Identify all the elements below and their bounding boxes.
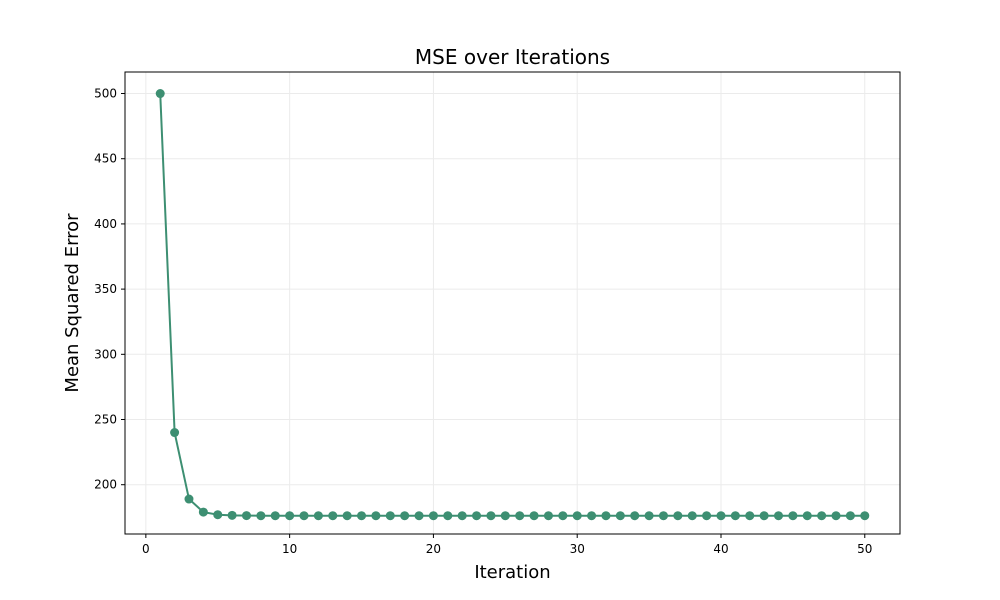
x-tick-label: 10	[282, 542, 297, 556]
mse-data-point	[428, 511, 438, 521]
mse-data-point	[601, 511, 611, 521]
chart-title: MSE over Iterations	[415, 45, 610, 69]
mse-data-point	[831, 511, 841, 521]
mse-data-point	[759, 511, 769, 521]
mse-data-point	[745, 511, 755, 521]
mse-data-point	[845, 511, 855, 521]
mse-data-point	[716, 511, 726, 521]
mse-data-point	[213, 510, 223, 520]
grid-lines	[125, 72, 900, 534]
mse-data-point	[342, 511, 352, 521]
mse-data-point	[802, 511, 812, 521]
mse-data-point	[457, 511, 467, 521]
y-axis-ticks: 200 250 300 350 400 450 500	[94, 87, 125, 492]
mse-data-point	[256, 511, 266, 521]
mse-data-point	[486, 511, 496, 521]
mse-data-point	[615, 511, 625, 521]
mse-data-point	[313, 511, 323, 521]
mse-data-point	[730, 511, 740, 521]
mse-data-point	[285, 511, 295, 521]
x-tick-label: 30	[570, 542, 585, 556]
mse-data-point	[673, 511, 683, 521]
x-tick-label: 20	[426, 542, 441, 556]
mse-data-point	[587, 511, 597, 521]
mse-data-point	[443, 511, 453, 521]
mse-data-point	[687, 511, 697, 521]
mse-data-point	[414, 511, 424, 521]
mse-data-point	[400, 511, 410, 521]
mse-data-point	[543, 511, 553, 521]
mse-data-point	[385, 511, 395, 521]
mse-data-point	[270, 511, 280, 521]
mse-data-point	[155, 89, 165, 99]
y-tick-label: 500	[94, 87, 117, 101]
mse-data-point	[357, 511, 367, 521]
plot-frame	[124, 71, 901, 535]
series-layer	[155, 89, 870, 521]
mse-data-point	[299, 511, 309, 521]
mse-data-point	[241, 511, 251, 521]
x-tick-label: 0	[142, 542, 150, 556]
mse-data-point	[658, 511, 668, 521]
y-tick-label: 400	[94, 217, 117, 231]
mse-data-point	[558, 511, 568, 521]
y-tick-label: 200	[94, 478, 117, 492]
mse-data-point	[630, 511, 640, 521]
mse-data-point	[472, 511, 482, 521]
mse-data-point	[572, 511, 582, 521]
x-axis-title: Iteration	[474, 562, 550, 583]
mse-data-point	[515, 511, 525, 521]
mse-data-point	[500, 511, 510, 521]
y-tick-label: 350	[94, 282, 117, 296]
mse-data-point	[184, 494, 194, 504]
mse-data-point	[371, 511, 381, 521]
mse-data-point	[529, 511, 539, 521]
mse-data-point	[198, 507, 208, 517]
mse-data-point	[817, 511, 827, 521]
x-tick-label: 50	[857, 542, 872, 556]
mse-data-point	[860, 511, 870, 521]
x-axis-ticks: 0 10 20 30 40 50	[142, 534, 872, 556]
mse-data-point	[774, 511, 784, 521]
y-tick-label: 300	[94, 347, 117, 361]
mse-data-point	[170, 428, 180, 438]
y-tick-label: 450	[94, 152, 117, 166]
mse-data-point	[227, 510, 237, 520]
y-axis-title: Mean Squared Error	[62, 213, 83, 393]
x-tick-label: 40	[713, 542, 728, 556]
mse-data-point	[644, 511, 654, 521]
mse-data-point	[788, 511, 798, 521]
y-tick-label: 250	[94, 413, 117, 427]
mse-data-point	[328, 511, 338, 521]
mse-data-point	[702, 511, 712, 521]
